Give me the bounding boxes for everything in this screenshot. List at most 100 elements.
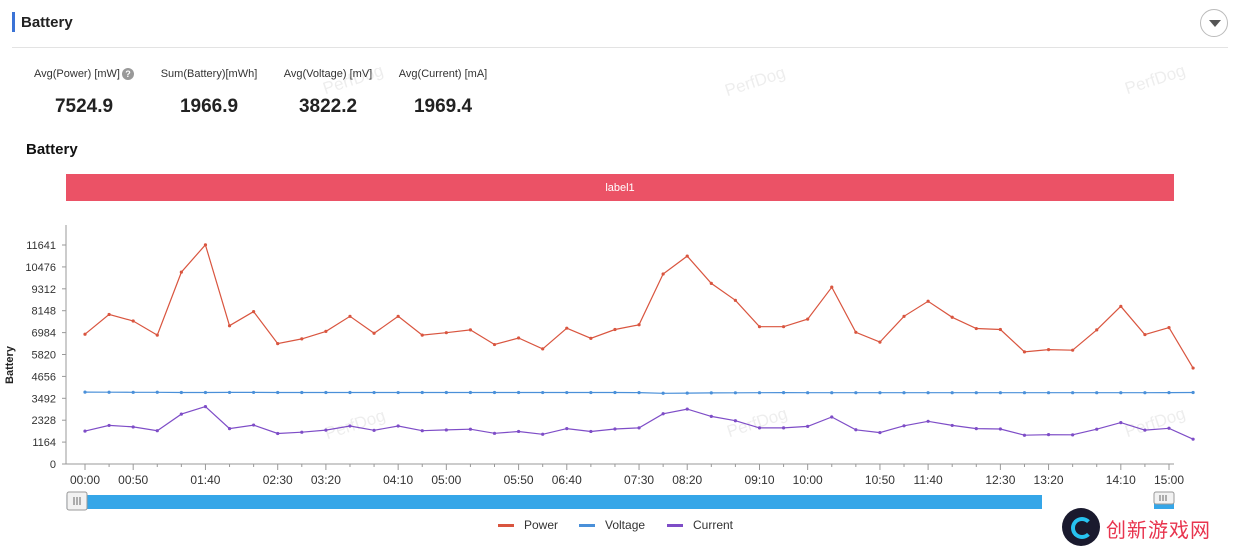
data-point-current[interactable] (541, 432, 545, 436)
data-point-power[interactable] (878, 340, 882, 344)
data-point-voltage[interactable] (131, 390, 135, 394)
data-point-current[interactable] (83, 429, 87, 433)
data-point-current[interactable] (950, 423, 954, 428)
data-point-power[interactable] (1022, 350, 1027, 354)
data-point-voltage[interactable] (541, 390, 545, 395)
data-point-current[interactable] (565, 427, 569, 431)
data-point-power[interactable] (372, 331, 376, 335)
data-point-power[interactable] (589, 336, 593, 340)
data-point-current[interactable] (276, 431, 280, 436)
data-point-voltage[interactable] (974, 391, 978, 395)
data-point-current[interactable] (806, 424, 810, 428)
data-point-current[interactable] (1071, 433, 1075, 437)
data-point-current[interactable] (517, 429, 521, 434)
data-point-power[interactable] (709, 281, 713, 285)
data-point-current[interactable] (1119, 421, 1123, 425)
data-point-current[interactable] (589, 429, 593, 434)
data-point-power[interactable] (348, 314, 352, 318)
data-point-voltage[interactable] (854, 391, 858, 395)
data-point-power[interactable] (517, 336, 521, 340)
data-point-current[interactable] (998, 427, 1002, 431)
data-point-voltage[interactable] (396, 390, 400, 395)
data-point-voltage[interactable] (107, 390, 111, 394)
data-point-voltage[interactable] (252, 390, 256, 395)
data-point-current[interactable] (1046, 433, 1051, 437)
data-point-power[interactable] (420, 333, 424, 337)
data-point-power[interactable] (830, 285, 834, 289)
data-point-current[interactable] (757, 426, 762, 430)
data-point-current[interactable] (324, 428, 328, 432)
data-point-power[interactable] (541, 347, 545, 351)
data-point-current[interactable] (613, 427, 617, 431)
data-point-power[interactable] (252, 310, 256, 314)
data-point-power[interactable] (468, 328, 473, 332)
data-point-voltage[interactable] (1071, 391, 1075, 395)
data-point-power[interactable] (974, 326, 978, 331)
data-point-current[interactable] (372, 428, 376, 432)
data-point-current[interactable] (854, 428, 858, 432)
data-point-current[interactable] (252, 423, 256, 427)
data-point-power[interactable] (179, 270, 183, 274)
data-point-power[interactable] (781, 325, 786, 329)
data-point-voltage[interactable] (926, 391, 930, 395)
data-point-current[interactable] (227, 427, 232, 431)
data-point-voltage[interactable] (589, 390, 593, 395)
data-point-power[interactable] (661, 272, 665, 276)
data-point-current[interactable] (396, 424, 400, 428)
data-point-current[interactable] (131, 425, 135, 429)
data-point-power[interactable] (1046, 348, 1051, 352)
data-point-power[interactable] (1071, 348, 1075, 352)
data-point-current[interactable] (203, 405, 208, 409)
data-point-voltage[interactable] (1191, 390, 1195, 395)
legend-item-current[interactable]: Current (667, 518, 733, 532)
data-point-current[interactable] (974, 427, 978, 431)
data-point-current[interactable] (179, 412, 183, 416)
data-point-voltage[interactable] (348, 390, 352, 395)
data-point-current[interactable] (348, 424, 352, 428)
data-point-power[interactable] (637, 323, 641, 327)
data-point-power[interactable] (998, 327, 1002, 332)
data-point-voltage[interactable] (661, 391, 665, 395)
data-point-voltage[interactable] (155, 390, 159, 394)
data-point-voltage[interactable] (902, 391, 906, 395)
data-point-voltage[interactable] (1167, 391, 1171, 395)
data-point-voltage[interactable] (300, 390, 304, 395)
data-point-current[interactable] (492, 431, 497, 435)
data-point-current[interactable] (107, 423, 111, 428)
data-point-power[interactable] (107, 312, 111, 317)
data-point-power[interactable] (926, 299, 930, 303)
data-point-voltage[interactable] (781, 391, 786, 395)
data-point-power[interactable] (950, 315, 954, 319)
data-point-voltage[interactable] (324, 390, 328, 395)
data-point-power[interactable] (227, 324, 232, 328)
data-point-current[interactable] (685, 407, 689, 411)
data-point-voltage[interactable] (83, 390, 87, 394)
data-point-voltage[interactable] (1046, 391, 1051, 395)
data-point-current[interactable] (637, 426, 641, 430)
data-point-voltage[interactable] (1022, 391, 1027, 395)
data-point-power[interactable] (300, 337, 304, 341)
data-point-power[interactable] (1191, 366, 1195, 370)
data-point-power[interactable] (613, 327, 617, 332)
data-point-power[interactable] (1095, 328, 1099, 332)
data-point-current[interactable] (902, 424, 906, 428)
data-point-voltage[interactable] (1119, 391, 1123, 395)
data-point-current[interactable] (1022, 433, 1027, 437)
data-point-power[interactable] (733, 298, 738, 302)
data-point-voltage[interactable] (685, 391, 689, 395)
data-point-current[interactable] (444, 428, 448, 432)
zoom-range[interactable] (76, 495, 1042, 509)
legend-item-power[interactable]: Power (498, 518, 558, 532)
data-point-power[interactable] (1119, 304, 1123, 308)
data-point-power[interactable] (492, 342, 497, 347)
data-point-current[interactable] (1143, 428, 1147, 432)
data-point-power[interactable] (565, 326, 569, 330)
data-point-voltage[interactable] (878, 391, 882, 395)
data-point-voltage[interactable] (420, 390, 424, 395)
data-point-voltage[interactable] (227, 390, 232, 395)
data-point-power[interactable] (83, 332, 87, 336)
data-point-power[interactable] (396, 314, 400, 318)
data-point-voltage[interactable] (444, 390, 448, 395)
data-point-voltage[interactable] (1143, 391, 1147, 395)
data-point-voltage[interactable] (806, 391, 810, 395)
